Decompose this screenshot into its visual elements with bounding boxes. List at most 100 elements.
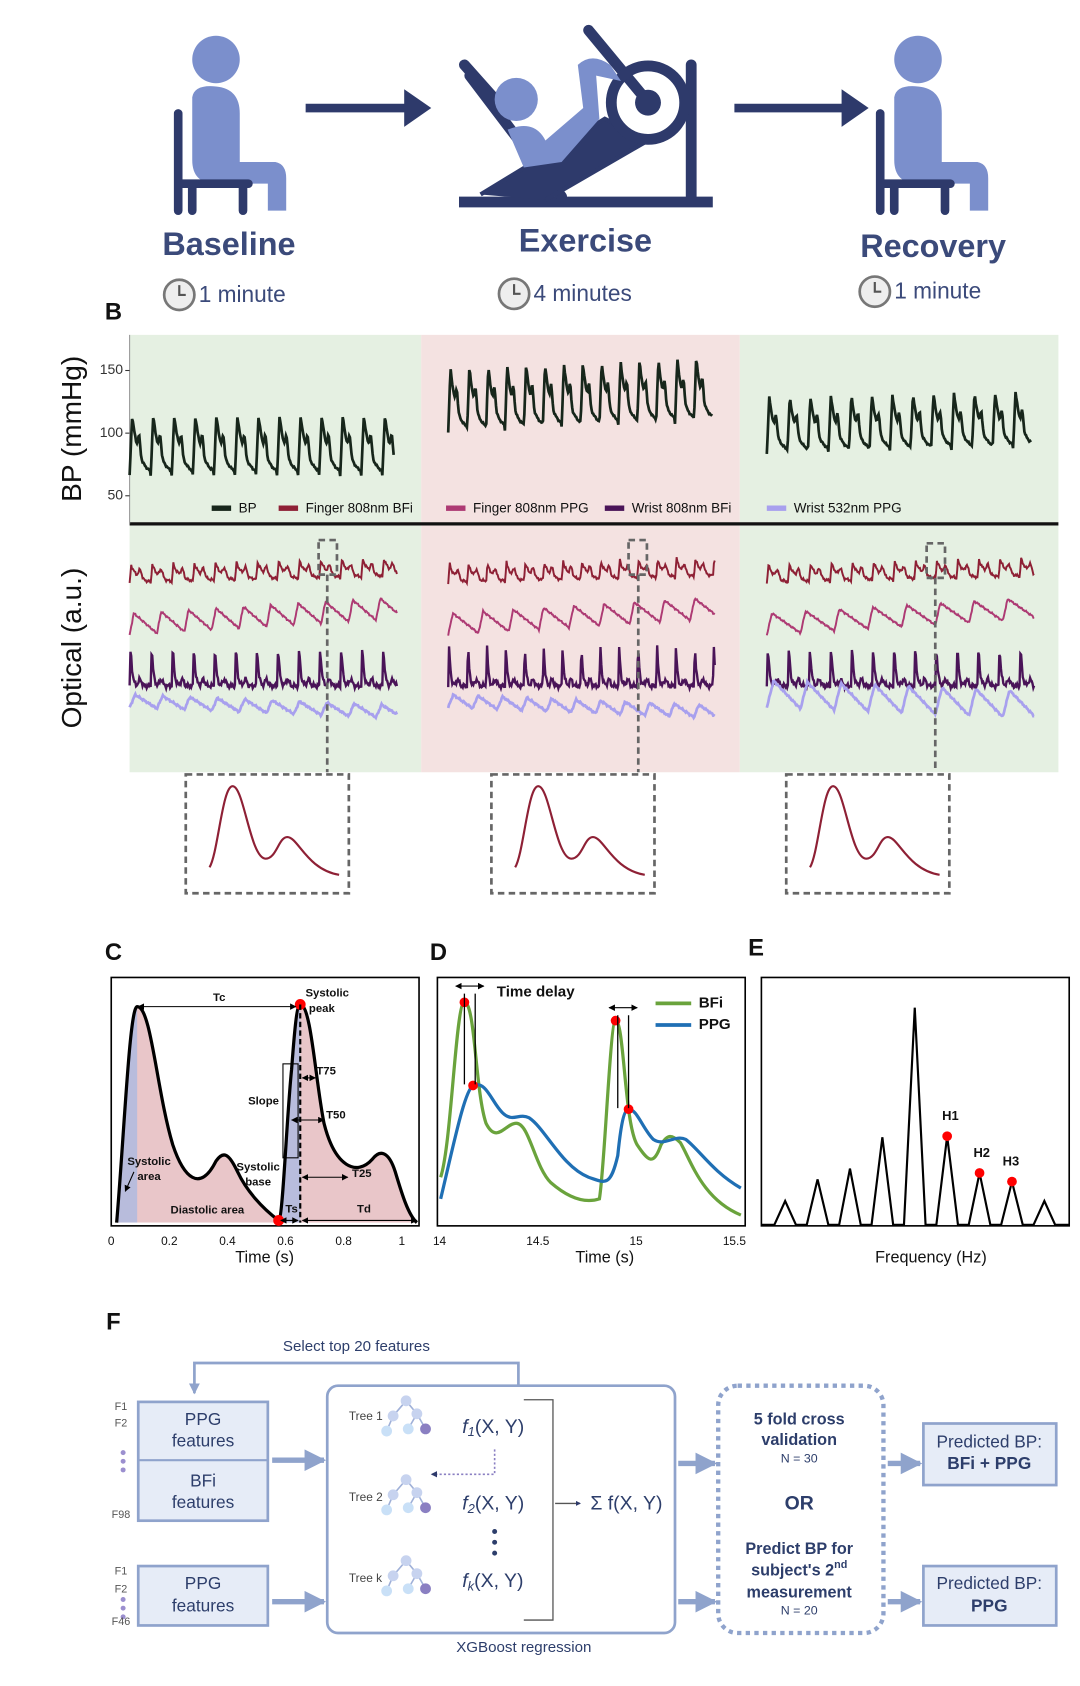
stage-name: Baseline [162, 226, 295, 262]
plot-frame [110, 976, 420, 1227]
phase-background [129, 334, 422, 773]
output-box [922, 1422, 1058, 1487]
axis-label: Frequency (Hz) [875, 1249, 987, 1267]
wrist-bfi-trace [447, 645, 716, 693]
peak-dot [610, 1015, 621, 1026]
tree-node [411, 1487, 423, 1499]
model-title: XGBoost regression [456, 1639, 591, 1656]
label: area [137, 1171, 161, 1183]
label: Diastolic area [171, 1205, 245, 1217]
validation-text: measurement [747, 1583, 853, 1601]
legend-swatch [604, 505, 625, 511]
legend-label: PPG [699, 1016, 731, 1033]
person-head [894, 35, 942, 84]
y-tick-label: 50 [108, 486, 124, 502]
delay-line [463, 993, 630, 1109]
function-index: k [468, 1579, 476, 1594]
output-label: Predicted BP: [936, 1573, 1042, 1593]
person-head [192, 35, 240, 84]
tree-node [411, 1408, 423, 1420]
wrist-bfi-trace [128, 649, 399, 693]
output-label: Predicted BP: [936, 1432, 1042, 1452]
waveform [115, 1002, 419, 1224]
machine-hub [635, 89, 661, 116]
bp-trace-baseline [128, 416, 396, 477]
sum-label: Σ f(X, Y) [590, 1493, 662, 1515]
zoom-waveform [208, 785, 340, 876]
panel-label: B [105, 299, 122, 326]
label: T75 [316, 1065, 336, 1077]
label: Time delay [497, 984, 575, 1001]
stage-duration: 1 minute [894, 278, 981, 304]
dot [120, 1450, 126, 1456]
label: Tc [213, 992, 225, 1004]
label: Td [357, 1204, 371, 1216]
x-tick-label: 0.6 [277, 1234, 294, 1248]
stage-duration: 4 minutes [534, 280, 632, 306]
tree-node [400, 1474, 412, 1486]
slope-box [282, 1063, 299, 1159]
x-tick-label: 15.5 [723, 1234, 747, 1248]
validation-text: 5 fold cross [754, 1411, 845, 1429]
stage-name: Exercise [519, 223, 652, 259]
superscript: nd [834, 1559, 847, 1571]
group-label: features [172, 1596, 235, 1616]
group-label: PPG [185, 1409, 221, 1429]
phase-background [739, 334, 1059, 773]
feature-index: F2 [115, 1417, 128, 1429]
arrow-head [404, 89, 432, 127]
legend-label: Finger 808nm PPG [473, 500, 589, 515]
plot-frame [760, 976, 1071, 1227]
finger-bfi-trace [128, 557, 398, 586]
zoom-box [784, 773, 951, 895]
y-tick-label: 100 [100, 424, 124, 440]
tree-node [420, 1502, 431, 1514]
validation-text: subject's 2nd [751, 1559, 847, 1580]
feature-index: F2 [115, 1584, 128, 1596]
tree-node [411, 1568, 423, 1580]
label: T25 [352, 1168, 372, 1180]
label: Slope [248, 1096, 279, 1108]
label: Systolic [306, 988, 349, 1000]
tree-label: Tree k [349, 1571, 382, 1585]
validation-text: Predict BP for [745, 1540, 853, 1558]
group-label: BFi [190, 1470, 216, 1490]
finger-ppg-trace [128, 597, 398, 636]
legend-swatch [766, 505, 787, 511]
dot [120, 1605, 126, 1611]
group-label: PPG [185, 1573, 221, 1593]
harmonic-dot [1007, 1176, 1017, 1187]
bp-trace-exercise [446, 359, 714, 433]
tree-node [387, 1570, 399, 1582]
tree-label: Tree 2 [349, 1490, 383, 1504]
panel-label: F [106, 1308, 121, 1335]
legend-label: Wrist 808nm BFi [632, 500, 732, 515]
zoom-marker [317, 538, 339, 576]
tree-node [381, 1585, 393, 1597]
function-args: (X, Y) [475, 1493, 524, 1515]
plot-frame [436, 976, 747, 1227]
function-index: 2 [467, 1501, 476, 1516]
dot [492, 1550, 498, 1556]
person-body [507, 58, 621, 168]
harmonic-label: H1 [942, 1108, 959, 1123]
group-label: features [172, 1430, 235, 1450]
x-tick-label: 14 [433, 1234, 447, 1248]
tree-function: f1(X, Y) [462, 1416, 524, 1440]
tree-node [420, 1583, 431, 1595]
harmonic-label: H3 [1003, 1154, 1020, 1169]
function-name: f [462, 1570, 470, 1592]
panel-label: D [430, 939, 447, 966]
zoom-box [184, 773, 351, 895]
feature-box [136, 1564, 270, 1627]
tree-link [430, 1449, 496, 1478]
panel-label: C [105, 939, 122, 966]
pointer [124, 1171, 135, 1192]
sum-bracket [523, 1399, 554, 1621]
label: Systolic [127, 1156, 170, 1168]
feedback-arrow [189, 1361, 520, 1395]
feature-index: F1 [115, 1401, 128, 1413]
tree-node [400, 1555, 412, 1567]
bp-trace-recovery [765, 391, 1032, 455]
